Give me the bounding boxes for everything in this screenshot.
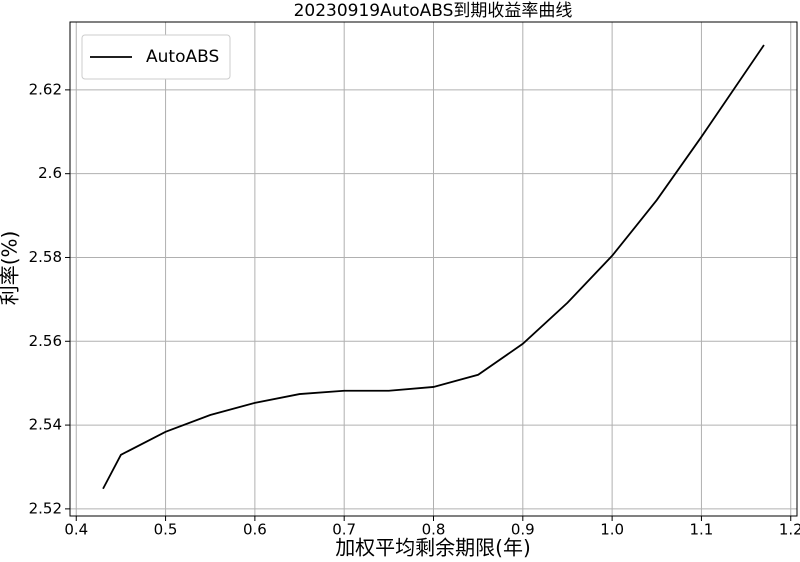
legend-label: AutoABS [146, 47, 219, 67]
y-tick-label: 2.54 [29, 416, 62, 434]
x-tick-label: 1.1 [690, 521, 714, 539]
x-tick-label: 0.4 [64, 521, 88, 539]
plot-frame [69, 21, 798, 517]
x-tick-label: 0.6 [243, 521, 267, 539]
y-tick-label: 2.62 [29, 80, 62, 98]
y-tick-label: 2.58 [29, 248, 62, 266]
x-tick-label: 1.2 [779, 521, 800, 539]
x-tick-label: 0.5 [154, 521, 178, 539]
y-tick-label: 2.6 [38, 164, 62, 182]
x-axis-label: 加权平均剩余期限(年) [335, 536, 531, 560]
x-tick-label: 0.7 [332, 521, 356, 539]
line-series [102, 44, 765, 490]
y-tick-label: 2.52 [29, 499, 62, 517]
x-tick-label: 1.0 [600, 521, 624, 539]
legend-box [81, 34, 231, 80]
chart-title: 20230919AutoABS到期收益率曲线 [294, 1, 573, 21]
x-tick-label: 0.8 [422, 521, 446, 539]
y-tick-label: 2.56 [29, 332, 62, 350]
y-axis-label: 利率(%) [0, 231, 22, 306]
x-tick-label: 0.9 [511, 521, 535, 539]
